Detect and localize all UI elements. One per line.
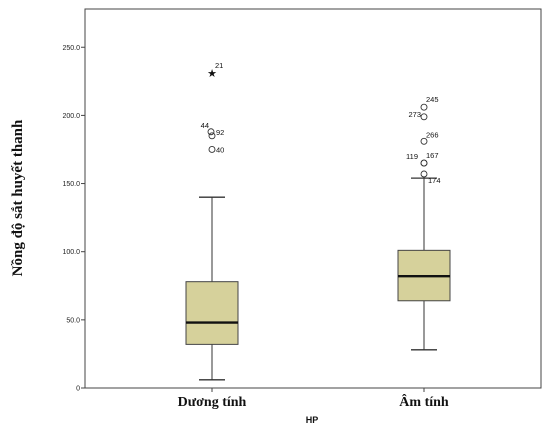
outlier-circle (420, 159, 428, 167)
y-tick-label: 50.0 (66, 317, 80, 324)
x-category-label: Dương tính (178, 395, 247, 410)
outlier-circle (420, 113, 428, 121)
outlier-circle (208, 132, 216, 140)
y-axis-label: Nồng độ sắt huyết thanh (10, 119, 26, 276)
y-tick-label: 200.0 (62, 113, 80, 120)
boxes-layer: ★21 44 92 40 245 273 266 119 167 174 (185, 61, 451, 381)
y-tick-label: 150.0 (62, 181, 80, 188)
outlier-label: 119 (406, 152, 418, 161)
outlier-label: 40 (216, 145, 224, 154)
x-axis-label: HP (306, 415, 319, 425)
x-category-label: Âm tính (399, 393, 449, 410)
x-axis: Dương tính Âm tính (178, 388, 449, 410)
outlier-label: 266 (426, 130, 439, 139)
outlier-star: ★ (207, 67, 217, 80)
y-axis: 0 50.0 100.0 150.0 200.0 250.0 (62, 45, 85, 393)
outlier-circle (420, 103, 428, 111)
outlier-label: 174 (428, 176, 441, 185)
outlier-circle (208, 146, 216, 153)
outlier-label: 273 (408, 110, 421, 119)
outlier-circle (207, 128, 215, 136)
box-group: 245 273 266 119 167 174 (397, 95, 451, 351)
outlier-label: 167 (426, 151, 439, 160)
outlier-label: 44 (201, 121, 209, 130)
outlier-label: 92 (216, 128, 224, 137)
box-iqr (185, 281, 239, 345)
outlier-circle (420, 170, 428, 178)
outlier-label: 21 (215, 61, 223, 70)
y-tick-label: 250.0 (62, 45, 80, 52)
plot-area (84, 8, 542, 389)
y-tick-label: 100.0 (62, 249, 80, 256)
outlier-circle (420, 137, 428, 145)
y-tick-label: 0 (76, 386, 80, 393)
outlier-label: 245 (426, 95, 439, 104)
box-group: ★21 44 92 40 (185, 61, 239, 381)
